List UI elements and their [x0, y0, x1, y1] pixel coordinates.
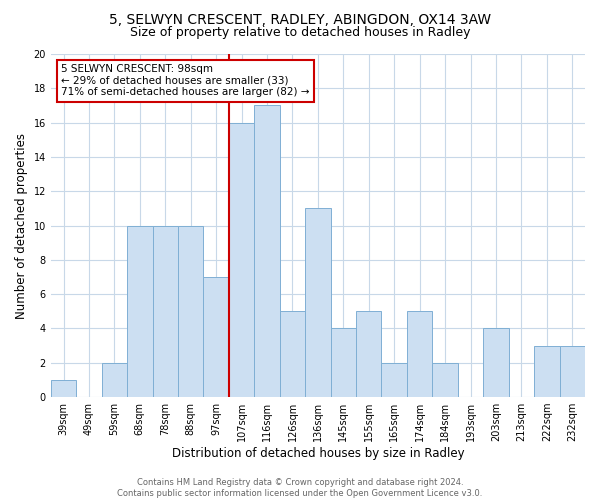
Bar [331, 328, 356, 397]
Bar [203, 277, 229, 397]
Bar [433, 363, 458, 397]
Bar [356, 312, 382, 397]
Bar [305, 208, 331, 397]
Y-axis label: Number of detached properties: Number of detached properties [15, 132, 28, 318]
Bar [101, 363, 127, 397]
Bar [254, 106, 280, 397]
X-axis label: Distribution of detached houses by size in Radley: Distribution of detached houses by size … [172, 447, 464, 460]
Text: Contains HM Land Registry data © Crown copyright and database right 2024.
Contai: Contains HM Land Registry data © Crown c… [118, 478, 482, 498]
Bar [229, 122, 254, 397]
Text: 5, SELWYN CRESCENT, RADLEY, ABINGDON, OX14 3AW: 5, SELWYN CRESCENT, RADLEY, ABINGDON, OX… [109, 12, 491, 26]
Text: 5 SELWYN CRESCENT: 98sqm
← 29% of detached houses are smaller (33)
71% of semi-d: 5 SELWYN CRESCENT: 98sqm ← 29% of detach… [61, 64, 310, 98]
Bar [178, 226, 203, 397]
Bar [280, 312, 305, 397]
Bar [483, 328, 509, 397]
Bar [534, 346, 560, 397]
Bar [560, 346, 585, 397]
Bar [382, 363, 407, 397]
Bar [51, 380, 76, 397]
Bar [407, 312, 433, 397]
Bar [152, 226, 178, 397]
Bar [127, 226, 152, 397]
Text: Size of property relative to detached houses in Radley: Size of property relative to detached ho… [130, 26, 470, 39]
